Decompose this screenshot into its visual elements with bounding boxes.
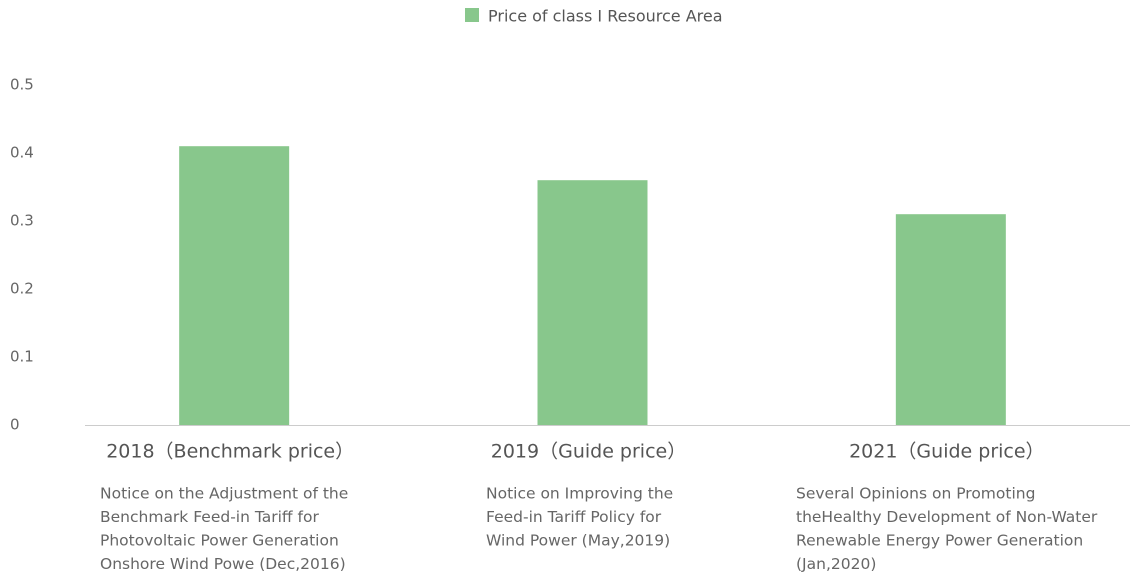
category-note: theHealthy Development of Non-Water	[796, 508, 1098, 526]
category-note: (Jan,2020)	[796, 555, 876, 573]
x-tick-label: 2021（Guide price）	[849, 441, 1044, 463]
y-tick-label: 0.1	[10, 348, 34, 366]
x-tick-label: 2019（Guide price）	[491, 441, 686, 463]
category-note: Several Opinions on Promoting	[796, 485, 1035, 503]
legend-swatch	[465, 8, 479, 22]
legend-label: Price of class I Resource Area	[488, 7, 723, 26]
y-tick-label: 0.3	[10, 212, 34, 230]
category-note: Notice on the Adjustment of the	[100, 485, 348, 503]
y-tick-label: 0	[10, 416, 20, 434]
category-note: Onshore Wind Powe (Dec,2016)	[100, 555, 346, 573]
category-note: Renewable Energy Power Generation	[796, 532, 1083, 550]
bar	[179, 146, 290, 425]
y-tick-label: 0.4	[10, 144, 34, 162]
category-note: Feed-in Tariff Policy for	[486, 508, 662, 526]
category-note: Notice on Improving the	[486, 485, 673, 503]
y-tick-label: 0.5	[10, 76, 34, 94]
bar	[895, 214, 1006, 425]
category-note: Photovoltaic Power Generation	[100, 532, 339, 550]
x-tick-label: 2018（Benchmark price）	[106, 441, 354, 463]
category-note: Wind Power (May,2019)	[486, 532, 670, 550]
bar	[537, 180, 648, 425]
y-tick-label: 0.2	[10, 280, 34, 298]
category-note: Benchmark Feed-in Tariff for	[100, 508, 319, 526]
